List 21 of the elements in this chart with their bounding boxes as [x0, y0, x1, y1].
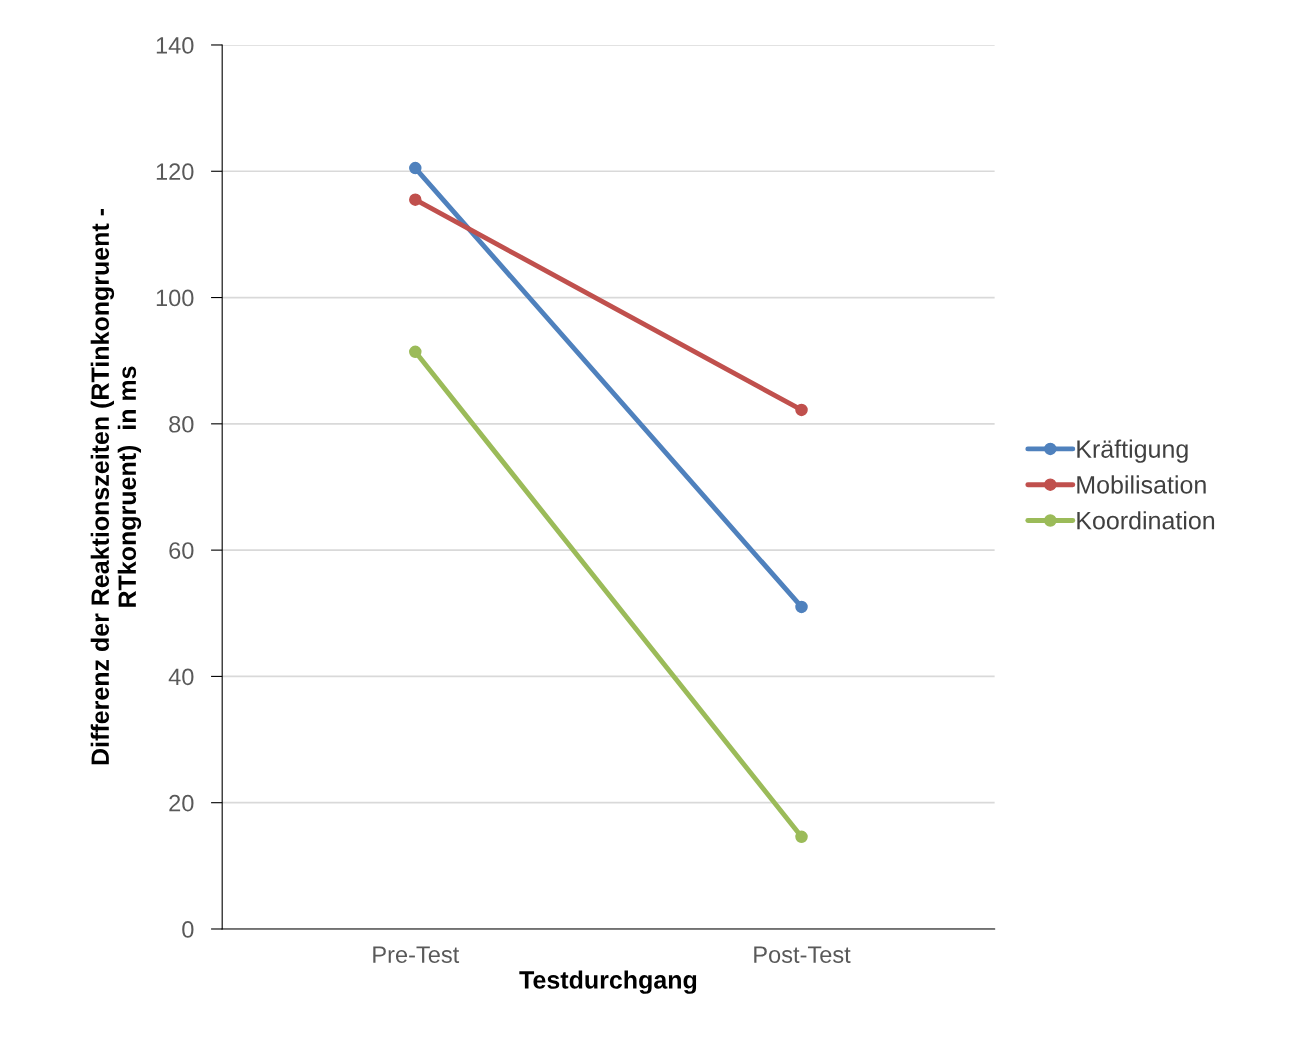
x-tick-label: Pre-Test: [373, 946, 460, 963]
y-tick-label: 140: [156, 37, 194, 54]
y-tick-label: 60: [169, 542, 194, 559]
point: [409, 345, 422, 359]
point: [409, 161, 422, 175]
y-tick-label: 20: [169, 794, 194, 812]
y-tick-label: 40: [168, 668, 194, 686]
legend-label: Mobilisation: [1077, 475, 1206, 494]
y-tick-label: 0: [182, 921, 194, 938]
y-tick-label: 80: [169, 415, 194, 433]
x-tick-label: Post-Test: [754, 946, 851, 963]
legend-label: Kräftigung: [1077, 439, 1188, 463]
y-tick-label: 100: [156, 289, 194, 307]
point: [795, 403, 808, 417]
point: [409, 193, 422, 206]
x-axis-title: Testdurchgang: [519, 970, 697, 994]
point: [795, 600, 808, 614]
point: [795, 830, 808, 844]
legend-label: Koordination: [1077, 511, 1215, 530]
y-tick-label: 120: [156, 163, 194, 181]
y-axis-title: Differenz der Reaktionszeiten (RTinkongruent - RTkongruent) in ms: [90, 208, 142, 765]
